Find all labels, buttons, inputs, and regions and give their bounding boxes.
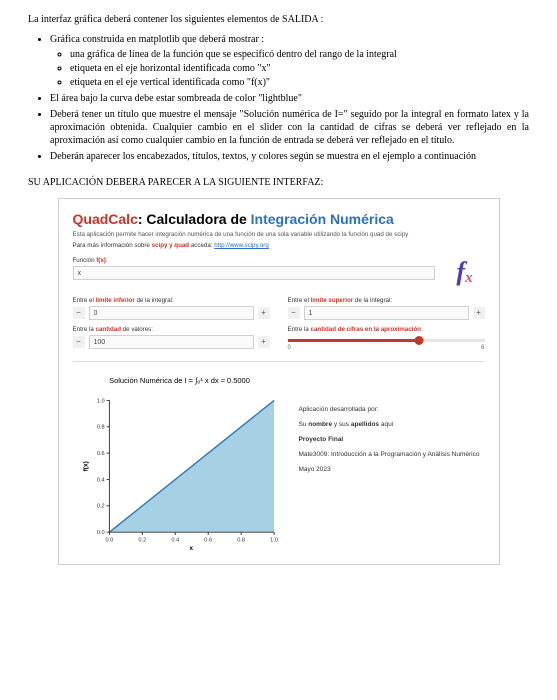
liminf-plus-button[interactable]: + [258, 307, 270, 319]
liminf-input[interactable] [89, 306, 254, 320]
chart-title: Solución Numérica de I = ∫₀¹ x dx ≈ 0.50… [73, 376, 287, 385]
liminf-minus-button[interactable]: − [73, 307, 85, 319]
intro-text: La interfaz gráfica deberá contener los … [28, 14, 529, 25]
svg-text:0.2: 0.2 [138, 538, 146, 544]
bullet-graph-xlabel: etiqueta en el eje horizontal identifica… [70, 62, 529, 75]
divider [73, 361, 485, 362]
svg-text:0.6: 0.6 [204, 538, 212, 544]
title-sep: : Calculadora de [138, 211, 251, 227]
slider-max: 6 [481, 345, 484, 351]
cant-minus-button[interactable]: − [73, 336, 85, 348]
x-axis-label: x [189, 545, 193, 551]
bullet-title: Deberá tener un título que muestre el me… [50, 108, 529, 147]
output-bullets: Gráfica construida en matplotlib que deb… [28, 33, 529, 163]
limsup-plus-button[interactable]: + [473, 307, 485, 319]
y-ticks: 0.0 0.2 0.4 0.6 0.8 1.0 [96, 398, 109, 536]
fx-input[interactable] [73, 266, 435, 280]
svg-text:0.0: 0.0 [96, 530, 104, 536]
bullet-graph-text: Gráfica construida en matplotlib que deb… [50, 34, 264, 45]
app-link-line: Para más información sobre scipy y quad … [73, 242, 485, 249]
cant-plus-button[interactable]: + [258, 336, 270, 348]
bullet-styles: Deberán aparecer los encabezados, título… [50, 150, 529, 163]
svg-text:0.2: 0.2 [96, 504, 104, 510]
fx-symbol-icon: fx [445, 257, 485, 287]
cifras-slider[interactable]: 0 6 [288, 339, 485, 351]
credits-heading: Aplicación desarrollada por: [298, 406, 484, 413]
cant-input[interactable] [89, 335, 254, 349]
credits-panel: Aplicación desarrollada por: Su nombre y… [298, 372, 484, 554]
limsup-input[interactable] [304, 306, 469, 320]
app-title: QuadCalc: Calculadora de Integración Num… [73, 211, 485, 227]
svg-text:1.0: 1.0 [96, 398, 104, 404]
chart-plot: 0.0 0.2 0.4 0.6 0.8 1.0 0.0 0.2 0.4 0.6 … [73, 391, 287, 551]
slider-min: 0 [288, 345, 291, 351]
credits-date: Mayo 2023 [298, 466, 484, 473]
title-quadcalc: QuadCalc [73, 211, 138, 227]
svg-text:1.0: 1.0 [270, 538, 278, 544]
svg-text:0.8: 0.8 [237, 538, 245, 544]
app-screenshot: QuadCalc: Calculadora de Integración Num… [58, 198, 500, 565]
credits-course: Mate3009: Introducción a la Programación… [298, 451, 484, 458]
cifras-label: Entre la cantidad de cifras en la aproxi… [288, 326, 485, 333]
bullet-graph-ylabel: etiqueta en el eje vertical identificada… [70, 76, 529, 89]
app-description: Esta aplicación permite hacer integració… [73, 231, 485, 238]
svg-text:0.0: 0.0 [105, 538, 113, 544]
cant-label: Entre la cantidad de valores: [73, 326, 270, 333]
x-ticks: 0.0 0.2 0.4 0.6 0.8 1.0 [105, 532, 278, 543]
svg-text:0.6: 0.6 [96, 451, 104, 457]
interface-heading: SU APLICACIÓN DEBERA PARECER A LA SIGUIE… [28, 177, 529, 188]
credits-project: Proyecto Final [298, 436, 484, 443]
svg-text:0.4: 0.4 [171, 538, 179, 544]
y-axis-label: f(x) [82, 461, 89, 471]
liminf-label: Entre el límite inferior de la integral: [73, 297, 270, 304]
fx-label: Función f(x): [73, 257, 435, 264]
limsup-label: Entre el límite superior de la integral: [288, 297, 485, 304]
bullet-graph-line: una gráfica de línea de la función que s… [70, 48, 529, 61]
scipy-link[interactable]: http://www.scipy.org [214, 242, 269, 249]
svg-text:0.4: 0.4 [96, 477, 104, 483]
bullet-area: El área bajo la curva debe estar sombrea… [50, 92, 529, 105]
limsup-minus-button[interactable]: − [288, 307, 300, 319]
title-integracion: Integración Numérica [251, 211, 394, 227]
bullet-graph: Gráfica construida en matplotlib que deb… [50, 33, 529, 89]
svg-text:0.8: 0.8 [96, 425, 104, 431]
credits-name: Su nombre y sus apellidos aquí [298, 421, 484, 428]
